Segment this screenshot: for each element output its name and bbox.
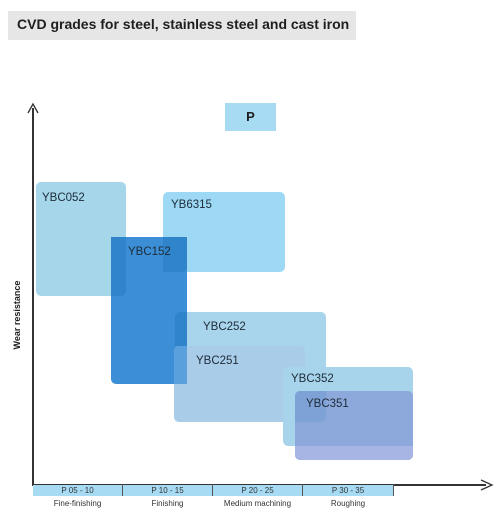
y-axis-line [32,108,34,485]
grade-label-ybc351: YBC351 [306,398,349,410]
overlap-yb6315-ybc152 [163,237,187,272]
range-separator [212,484,213,496]
range-separator [302,484,303,496]
iso-group-badge: P [225,103,276,131]
range-separator [393,484,394,496]
grade-label-ybc152: YBC152 [128,246,171,258]
grade-label-ybc352: YBC352 [291,373,334,385]
overlap-ybc052-ybc152 [111,237,126,296]
operation-label-medium-machining: Medium machining [223,499,292,508]
grade-label-ybc252: YBC252 [203,321,246,333]
overlap-ybc351-bottom [295,446,413,460]
grade-label-ybc251: YBC251 [196,355,239,367]
operation-label-fine-finishing: Fine-finishing [53,499,102,508]
range-band-p10-15: P 10 - 15 [123,485,212,496]
y-axis-arrow-icon [27,102,39,114]
grade-label-yb6315: YB6315 [171,199,212,211]
operation-label-roughing: Roughing [330,499,366,508]
range-band-p30-35: P 30 - 35 [303,485,393,496]
y-axis-label: Wear resistance [12,280,22,350]
overlap-ybc251-ybc152 [174,346,187,384]
overlap-ybc252-ybc152 [175,312,187,346]
range-band-p20-25: P 20 - 25 [213,485,302,496]
grade-label-ybc052: YBC052 [42,192,85,204]
x-axis-arrow-icon [480,479,494,491]
overlap-ybc351-ybc252 [295,391,326,422]
range-separator [122,484,123,496]
operation-label-finishing: Finishing [151,499,184,508]
x-axis-line [32,484,486,486]
diagram-title: CVD grades for steel, stainless steel an… [8,11,356,40]
range-band-p05-10: P 05 - 10 [33,485,122,496]
